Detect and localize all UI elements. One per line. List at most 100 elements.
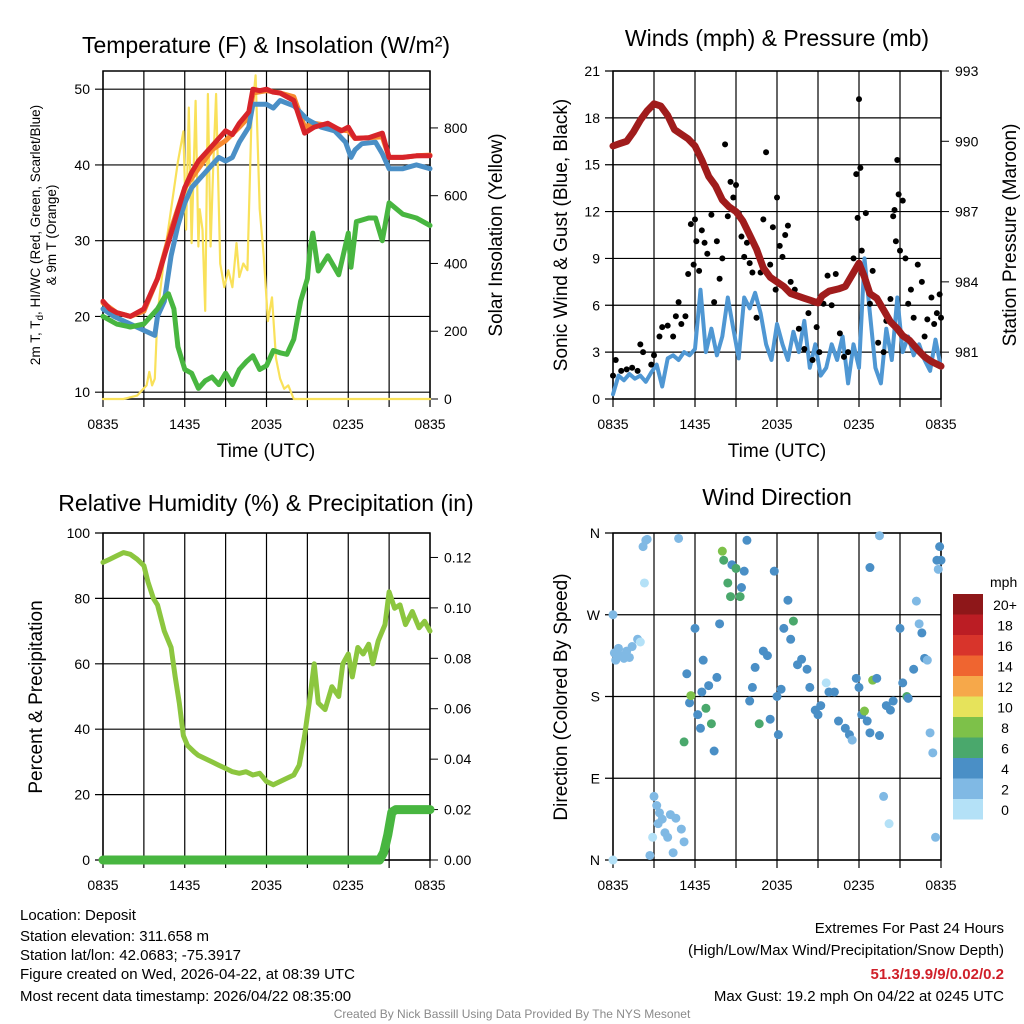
wind-direction-point: [624, 652, 634, 662]
wind-direction-point: [762, 651, 772, 661]
series-hi-wc: [100, 98, 433, 338]
wind-direction-point: [813, 710, 823, 720]
wind-direction-point: [776, 684, 786, 694]
wind-direction-point: [638, 542, 648, 552]
wind-direction-point: [847, 735, 857, 745]
wind-direction-point: [635, 637, 645, 647]
gust-point: [685, 271, 692, 278]
y-tick-label: N: [590, 525, 600, 541]
gust-point: [746, 260, 753, 267]
gust-point: [760, 216, 767, 223]
wind-direction-point: [895, 623, 905, 633]
y-tick-label: 0: [592, 391, 600, 407]
gust-point: [690, 261, 697, 268]
legend-label: 18: [997, 618, 1013, 634]
legend-label: 14: [997, 659, 1013, 675]
wind-direction-point: [723, 578, 733, 588]
legend-swatch: [953, 614, 983, 635]
series-dewpoint: [100, 200, 433, 391]
legend-label: 4: [1001, 761, 1009, 777]
x-tick-label: 2035: [251, 877, 282, 893]
series-relative-humidity: [100, 550, 433, 788]
wind-direction-point: [797, 654, 807, 664]
x-tick-label: 0235: [333, 877, 364, 893]
humidity-ylabel: Percent & Precipitation: [26, 600, 47, 793]
x-tick-label: 0835: [414, 877, 445, 893]
humidity-panel: Relative Humidity (%) & Precipitation (i…: [26, 490, 474, 794]
y-tick-label: 18: [584, 110, 600, 126]
y-tick-label: 0: [82, 852, 90, 868]
gust-point: [813, 324, 820, 331]
y2-tick-label: 200: [444, 323, 468, 339]
y-tick-label: 80: [74, 590, 90, 606]
wind-direction-point: [769, 566, 779, 576]
wind-direction-point: [639, 578, 649, 588]
gust-point: [902, 255, 909, 262]
gust-point: [610, 372, 616, 379]
footer-latlon: Station lat/lon: 42.0683; -75.3917: [20, 947, 242, 964]
gust-point: [924, 316, 931, 323]
x-tick-label: 2035: [761, 877, 792, 893]
wind-direction-point: [719, 555, 729, 565]
gust-point: [767, 261, 774, 268]
gust-point: [634, 367, 641, 374]
gust-point: [856, 96, 862, 103]
gust-point: [832, 271, 839, 278]
wind-direction-point: [834, 716, 843, 726]
wind-direction-point: [779, 623, 789, 633]
y-tick-label: 60: [74, 656, 90, 672]
wind-direction-point: [911, 596, 921, 606]
gust-point: [824, 272, 831, 279]
wind-direction-point: [648, 832, 658, 842]
wind-direction-point: [712, 672, 722, 682]
legend-label: 10: [997, 700, 1013, 716]
winds-ylabel: Sonic Wind & Gust (Blue, Black): [551, 99, 572, 371]
gust-point: [670, 333, 677, 340]
gust-point: [763, 149, 770, 156]
gust-point: [651, 352, 657, 359]
gust-point: [897, 247, 903, 254]
gust-point: [664, 322, 671, 329]
gust-point: [629, 364, 636, 371]
gust-point: [928, 294, 935, 301]
gust-point: [853, 171, 860, 178]
wind-direction-point: [888, 696, 898, 706]
wind-direction-point: [914, 619, 924, 629]
credit: Created By Nick Bassill Using Data Provi…: [333, 1007, 691, 1021]
gust-point: [727, 178, 734, 185]
legend-swatch: [953, 737, 983, 758]
footer-recent: Most recent data timestamp: 2026/04/22 0…: [20, 988, 352, 1005]
legend-swatch: [953, 655, 983, 676]
gust-point: [678, 321, 685, 328]
wind-direction-point: [682, 669, 692, 679]
wind-direction-point: [679, 837, 689, 847]
legend-label: 16: [997, 638, 1013, 654]
wind-direction-point: [862, 716, 872, 726]
y-tick-label: E: [591, 770, 600, 786]
temperature-xlabel: Time (UTC): [217, 441, 316, 462]
gust-point: [910, 314, 917, 321]
legend-swatch: [953, 717, 983, 738]
wind-direction-point: [805, 682, 815, 692]
wind-direction-point: [742, 535, 752, 545]
footer-elevation: Station elevation: 311.658 m: [20, 928, 210, 945]
wind-direction-point: [701, 703, 711, 713]
x-tick-label: 2035: [761, 416, 792, 432]
wind-direction-point: [933, 564, 943, 574]
wind-direction-point: [859, 706, 869, 716]
gust-point: [816, 349, 823, 356]
panel-0-axes: 10 20 30 40 50 0 200 400 600 800 0835 1435 2035 0235 0…: [74, 70, 468, 432]
wind-direction-point: [816, 701, 826, 711]
wind-direction-point: [840, 723, 850, 733]
wind-direction-point: [865, 728, 875, 738]
temperature-title: Temperature (F) & Insolation (W/m²): [82, 32, 450, 58]
gust-point: [887, 296, 894, 303]
gust-point: [769, 224, 776, 231]
wind-direction-point: [922, 655, 932, 665]
wind-direction-point: [885, 705, 895, 715]
wind-direction-point: [726, 592, 736, 602]
wind-direction-point: [875, 531, 884, 541]
gust-point: [779, 253, 786, 260]
gust-point: [828, 302, 835, 309]
gust-point: [774, 194, 780, 201]
